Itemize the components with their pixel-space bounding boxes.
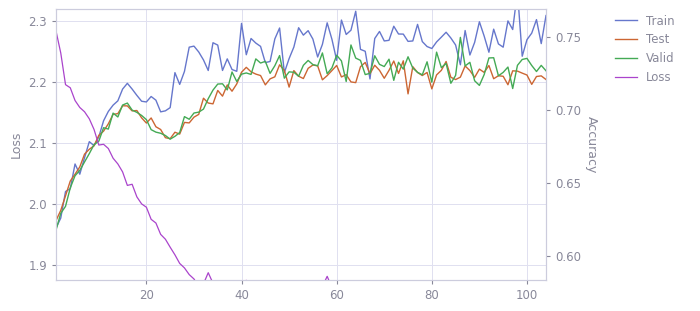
Test (399, 59, 407, 63)
Test (542, 78, 550, 81)
Train (66, 187, 74, 191)
Valid (504, 65, 512, 69)
Valid (176, 131, 184, 134)
Test (295, 74, 303, 78)
Loss (542, 281, 550, 285)
Line: Train: Train (56, 0, 546, 228)
Test (504, 83, 512, 86)
Legend: Train, Test, Valid, Loss: Train, Test, Valid, Loss (610, 10, 680, 89)
Valid (295, 74, 303, 78)
Loss (504, 285, 512, 289)
Loss (452, 304, 460, 308)
Loss (66, 86, 74, 90)
Train (52, 226, 60, 230)
Valid (52, 228, 60, 232)
Loss (52, 29, 60, 33)
Valid (456, 35, 465, 39)
Train (542, 14, 550, 17)
Test (528, 82, 536, 86)
Test (176, 132, 184, 136)
Y-axis label: Loss: Loss (10, 131, 22, 158)
Loss (176, 262, 184, 265)
Y-axis label: Accuracy: Accuracy (584, 116, 598, 173)
Valid (542, 69, 550, 73)
Line: Test: Test (56, 61, 546, 220)
Loss (528, 296, 536, 300)
Train (176, 82, 184, 86)
Test (52, 219, 60, 222)
Loss (195, 285, 203, 289)
Test (195, 113, 203, 116)
Train (295, 26, 303, 30)
Valid (195, 110, 203, 114)
Line: Loss: Loss (56, 31, 546, 306)
Line: Valid: Valid (56, 37, 546, 230)
Test (66, 179, 74, 183)
Valid (528, 64, 536, 67)
Valid (66, 186, 74, 190)
Loss (295, 291, 303, 295)
Train (499, 45, 508, 49)
Train (528, 31, 536, 35)
Train (195, 50, 203, 54)
